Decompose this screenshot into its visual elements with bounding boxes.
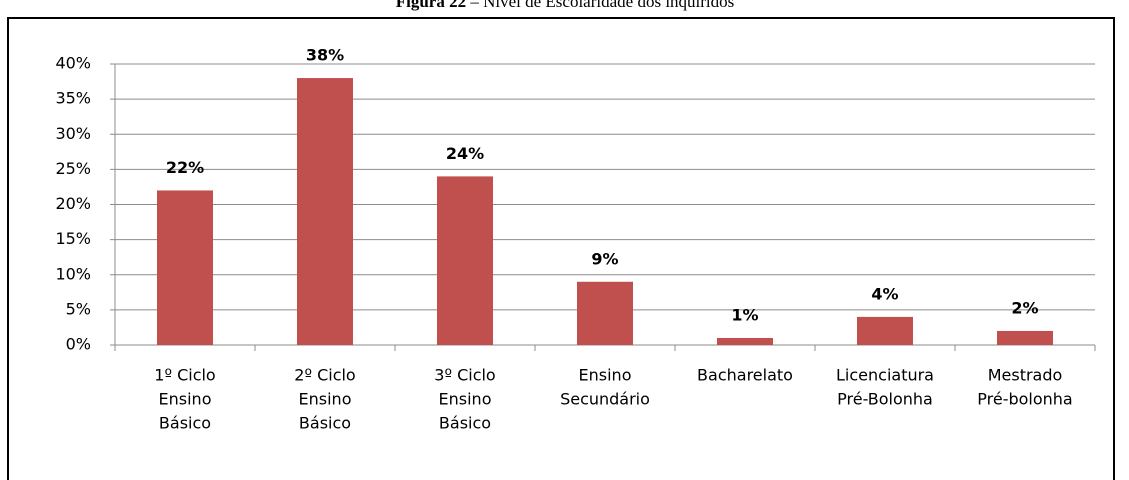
y-tick-label: 30% xyxy=(55,124,91,143)
data-label: 24% xyxy=(446,144,484,163)
x-tick-label: Pré-Bolonha xyxy=(837,390,933,409)
x-tick-label: Bacharelato xyxy=(697,366,793,385)
x-tick-label: 1º Ciclo xyxy=(154,366,215,385)
y-tick-label: 20% xyxy=(55,194,91,213)
x-tick-label: Licenciatura xyxy=(836,366,934,385)
chart-frame xyxy=(7,17,1115,480)
bar xyxy=(997,330,1053,345)
title-label: Figura 22 xyxy=(396,0,466,11)
y-tick-label: 35% xyxy=(55,89,91,108)
x-tick-label: Mestrado xyxy=(988,366,1063,385)
y-tick-label: 15% xyxy=(55,229,91,248)
y-tick-label: 0% xyxy=(66,335,91,354)
x-tick-label: Secundário xyxy=(560,390,650,409)
bar xyxy=(857,316,913,345)
bar xyxy=(577,281,633,345)
bar xyxy=(157,190,213,345)
y-tick-label: 10% xyxy=(55,264,91,283)
chart-title: Figura 22 – Nível de Escolaridade dos in… xyxy=(396,0,735,11)
x-tick-label: 3º Ciclo xyxy=(434,366,495,385)
y-tick-label: 40% xyxy=(55,54,91,73)
y-tick-label: 25% xyxy=(55,159,91,178)
x-tick-label: Básico xyxy=(159,414,211,433)
data-label: 22% xyxy=(166,158,204,177)
y-tick-label: 5% xyxy=(66,299,91,318)
x-tick-label: Ensino xyxy=(159,390,212,409)
data-label: 4% xyxy=(871,284,898,303)
data-label: 1% xyxy=(731,305,758,324)
data-label: 9% xyxy=(591,249,618,268)
data-label: 2% xyxy=(1011,298,1038,317)
title-text: – Nível de Escolaridade dos inquiridos xyxy=(469,0,734,11)
data-label: 38% xyxy=(306,46,344,65)
x-tick-label: Ensino xyxy=(439,390,492,409)
x-tick-label: 2º Ciclo xyxy=(294,366,355,385)
x-tick-label: Ensino xyxy=(299,390,352,409)
x-tick-label: Ensino xyxy=(579,366,632,385)
bar xyxy=(437,176,493,345)
bar xyxy=(297,78,353,346)
bar xyxy=(717,337,773,345)
x-tick-label: Básico xyxy=(299,414,351,433)
x-tick-label: Básico xyxy=(439,414,491,433)
x-tick-label: Pré-bolonha xyxy=(977,390,1072,409)
